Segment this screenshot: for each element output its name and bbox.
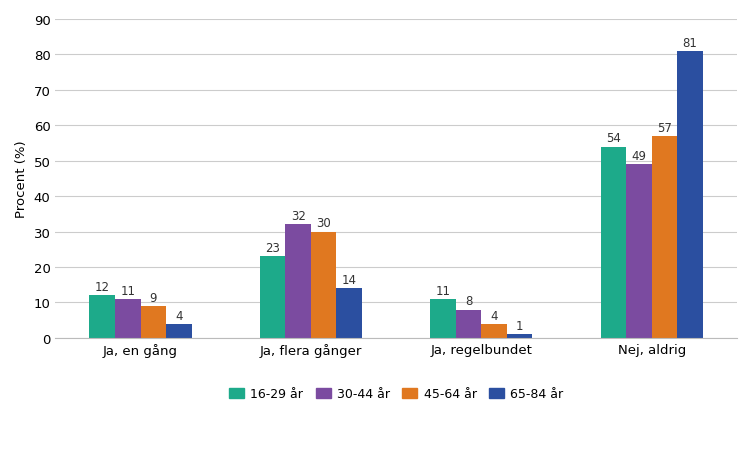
Text: 57: 57 [657,121,672,134]
Text: 12: 12 [95,281,110,294]
Bar [311,232,336,338]
Text: 23: 23 [265,242,280,255]
Bar [481,324,507,338]
Text: 11: 11 [435,284,450,297]
Bar [507,335,532,338]
Text: 9: 9 [150,291,157,304]
Bar [678,52,703,338]
Bar [456,310,481,338]
Bar [166,324,192,338]
Bar [115,299,141,338]
Bar [259,257,285,338]
Text: 30: 30 [317,217,331,230]
Bar [336,289,362,338]
Text: 8: 8 [465,295,472,308]
Bar [285,225,311,338]
Text: 4: 4 [175,309,183,322]
Bar [652,137,678,338]
Text: 81: 81 [683,37,698,50]
Bar [626,165,652,338]
Legend: 16-29 år, 30-44 år, 45-64 år, 65-84 år: 16-29 år, 30-44 år, 45-64 år, 65-84 år [224,382,569,405]
Text: 1: 1 [516,319,523,332]
Bar [601,147,626,338]
Bar [89,296,115,338]
Text: 32: 32 [291,210,305,223]
Text: 54: 54 [606,132,621,145]
Text: 14: 14 [341,274,356,286]
Text: 4: 4 [490,309,498,322]
Bar [430,299,456,338]
Text: 49: 49 [632,150,647,163]
Text: 11: 11 [120,284,135,297]
Y-axis label: Procent (%): Procent (%) [15,140,28,218]
Bar [141,306,166,338]
